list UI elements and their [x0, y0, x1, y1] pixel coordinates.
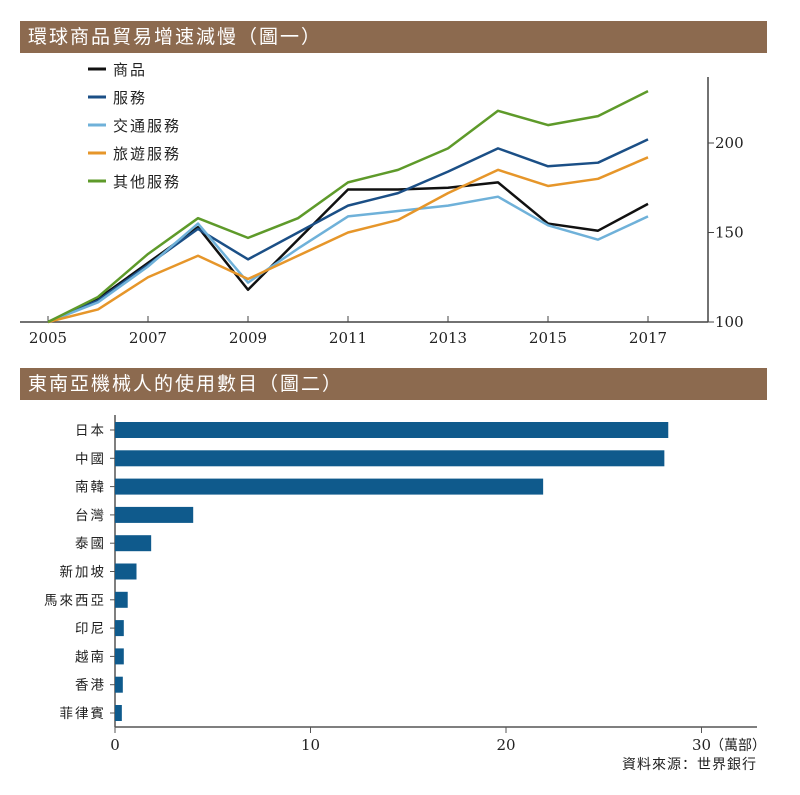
chart1-title: 環球商品貿易增速減慢（圖一） [20, 21, 767, 53]
legend-label-3: 旅遊服務 [113, 145, 181, 163]
bar-6 [115, 591, 128, 608]
legend-label-1: 服務 [113, 89, 147, 107]
bar-x-tick-label: 0 [110, 736, 120, 754]
bar-4 [115, 535, 152, 552]
y-tick-label: 200 [715, 134, 744, 152]
bar-label-8: 越南 [75, 649, 106, 665]
bar-7 [115, 620, 124, 637]
bar-unit-label: （萬部） [710, 738, 766, 754]
x-tick-label: 2015 [529, 329, 567, 347]
bar-label-2: 南韓 [75, 480, 106, 496]
bar-x-tick-label: 30 [692, 736, 711, 754]
bar-10 [115, 705, 122, 721]
bar-label-7: 印尼 [75, 621, 106, 637]
y-tick-label: 150 [715, 224, 744, 242]
bar-label-1: 中國 [75, 451, 106, 467]
bar-label-9: 香港 [75, 678, 106, 694]
x-tick-label: 2007 [129, 329, 167, 347]
x-tick-label: 2017 [629, 329, 667, 347]
bar-label-3: 台灣 [75, 508, 106, 524]
x-tick-label: 2011 [329, 329, 367, 347]
y-tick-label: 100 [715, 313, 744, 331]
x-tick-label: 2009 [229, 329, 267, 347]
bar-3 [115, 506, 194, 523]
series-line-0 [47, 181, 649, 324]
source-note: 資料來源：世界銀行 [622, 757, 757, 773]
series-line-4 [47, 89, 649, 324]
bar-8 [115, 648, 124, 665]
legend-label-0: 商品 [113, 61, 147, 79]
bar-1 [115, 450, 665, 467]
bar-x-tick-label: 10 [301, 736, 320, 754]
bar-label-6: 馬來西亞 [44, 593, 106, 609]
bar-label-0: 日本 [75, 423, 106, 439]
series-line-3 [47, 156, 649, 324]
series-line-2 [47, 195, 649, 324]
bar-label-5: 新加坡 [60, 565, 107, 581]
bar-label-4: 泰國 [75, 536, 106, 552]
legend-label-4: 其他服務 [113, 173, 181, 191]
x-tick-label: 2005 [29, 329, 67, 347]
chart2-title: 東南亞機械人的使用數目（圖二） [20, 368, 767, 400]
bar-5 [115, 563, 137, 580]
bar-9 [115, 676, 123, 693]
legend-label-2: 交通服務 [113, 117, 181, 135]
x-tick-label: 2013 [429, 329, 467, 347]
bar-2 [115, 478, 544, 495]
bar-x-tick-label: 20 [496, 736, 515, 754]
bar-label-10: 菲律賓 [60, 705, 107, 722]
bar-0 [115, 422, 669, 438]
series-line-1 [47, 138, 649, 324]
